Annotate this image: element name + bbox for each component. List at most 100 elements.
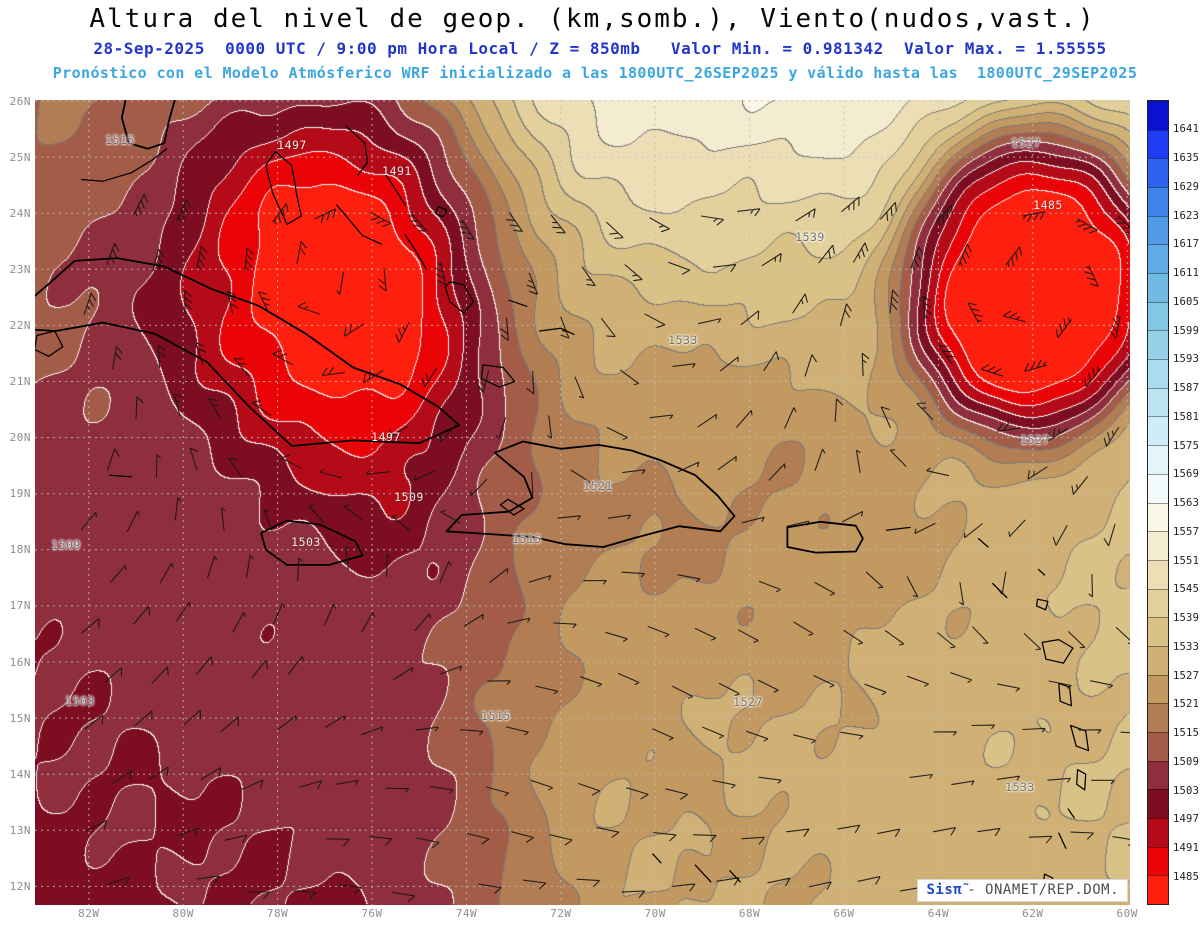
colorbar-segment (1148, 559, 1168, 590)
colorbar-segment (1148, 760, 1168, 790)
colorbar-segment (1148, 273, 1168, 303)
branding-badge: Sisπ̃ - ONAMET/REP.DOM. (917, 879, 1128, 902)
lat-axis-label: 15N (9, 711, 31, 725)
colorbar-segment (1148, 617, 1168, 647)
colorbar-tick-label: 1485 (1173, 870, 1200, 883)
colorbar-segment (1148, 244, 1168, 274)
colorbar-segment (1148, 301, 1168, 331)
coastline-st-lucia (1076, 769, 1087, 791)
colorbar-segment (1148, 215, 1168, 245)
coastline-crooked-acklins (444, 280, 475, 314)
coastline-martinique (1069, 724, 1090, 752)
lat-axis-label: 13N (9, 823, 31, 837)
coastline-antigua (1035, 598, 1049, 611)
colorbar-tick-label: 1617 (1173, 238, 1200, 251)
colorbar-tick-label: 1569 (1173, 468, 1200, 481)
colorbar-tick-label: 1515 (1173, 727, 1200, 739)
coastline-long-island (404, 233, 427, 270)
coastline-mayaguana (508, 299, 528, 307)
coastline-dominica (1058, 682, 1073, 707)
colorbar-tick-label: 1623 (1173, 209, 1200, 222)
lat-axis-label: 14N (9, 767, 31, 781)
lon-axis-label: 72W (550, 907, 572, 920)
coastline-inagua (480, 364, 516, 388)
coastline-florida (120, 100, 176, 150)
branding-app-name: Sisπ̃ (926, 882, 963, 898)
colorbar-segment (1148, 502, 1168, 532)
geopotential-shading-canvas (35, 100, 1130, 905)
colorbar-tick-label: 1629 (1173, 180, 1200, 193)
colorbar-tick-label: 1557 (1173, 525, 1200, 538)
coastline-eleuthera (345, 125, 368, 176)
colorbar-tick-label: 1611 (1173, 267, 1200, 279)
colorbar-tick-label: 1551 (1173, 554, 1200, 567)
lat-axis-label: 20N (9, 431, 31, 445)
colorbar-tick-label: 1521 (1173, 698, 1200, 711)
coastline-jamaica (260, 519, 364, 566)
branding-org-name: - ONAMET/REP.DOM. (967, 882, 1119, 898)
lon-axis-label: 66W (833, 907, 855, 920)
colorbar-segment (1148, 674, 1168, 704)
coastline-hispaniola (445, 440, 736, 548)
lon-axis-label: 64W (927, 907, 950, 920)
lat-axis-label: 16N (9, 655, 31, 669)
colorbar-tick-label: 1503 (1173, 784, 1200, 797)
lon-axis-label: 68W (738, 907, 761, 920)
colorbar-segment (1148, 187, 1168, 217)
map-area: 1515 1497 1491 1527 1539 1485 1533 1527 1497 1509… (35, 100, 1130, 905)
coastline-andros (265, 150, 302, 226)
colorbar-segment (1148, 731, 1168, 762)
colorbar-tick-label: 1509 (1173, 755, 1200, 768)
coastline-puerto-rico (786, 520, 864, 554)
coastline-virgin-islands (885, 526, 911, 531)
coastline-cat-island (385, 174, 406, 206)
colorbar-segment (1148, 789, 1168, 819)
coastline-san-salvador (435, 205, 448, 218)
colorbar-tick-label: 1641 (1173, 123, 1200, 136)
coastline-st-vincent (1067, 808, 1075, 819)
coastline-guadeloupe (1041, 638, 1074, 664)
lon-axis-label: 62W (1022, 907, 1044, 920)
colorbar-tick-label: 1539 (1173, 612, 1200, 624)
colorbar (1147, 100, 1169, 905)
colorbar-tick-label: 1581 (1173, 410, 1200, 423)
lon-axis-label: 78W (266, 907, 289, 920)
lat-axis-label: 21N (9, 375, 31, 388)
colorbar-segment (1148, 588, 1168, 618)
colorbar-segment (1148, 473, 1168, 503)
map-overlay-svg (35, 100, 1130, 905)
coastline-grenadines (1058, 832, 1067, 849)
colorbar-tick-label: 1563 (1173, 497, 1200, 509)
colorbar-tick-label: 1635 (1173, 152, 1200, 164)
colorbar-tick-label: 1533 (1173, 640, 1200, 653)
lon-axis-label: 82W (78, 907, 100, 920)
colorbar-segment (1148, 129, 1168, 159)
colorbar-segment (1148, 416, 1168, 446)
coastlines (35, 100, 1090, 889)
colorbar-segment (1148, 330, 1168, 360)
lat-axis-label: 25N (9, 150, 31, 164)
colorbar-segment (1148, 531, 1168, 561)
coastline-barbuda (1037, 568, 1046, 576)
colorbar-segment (1148, 703, 1168, 733)
coastline-exuma (335, 204, 383, 245)
coastline-bonaire (729, 870, 741, 883)
colorbar-segment (1148, 817, 1168, 848)
gridlines (35, 100, 1130, 905)
lat-axis-label: 17N (9, 599, 31, 613)
page-title: Altura del nivel de geop. (km,somb.), Vi… (89, 4, 1096, 34)
coastline-cayman (109, 474, 132, 478)
lon-axis-label: 70W (644, 907, 666, 920)
colorbar-tick-label: 1575 (1173, 439, 1200, 452)
coastline-florida-keys (81, 148, 168, 182)
lat-axis-label: 12N (9, 879, 31, 893)
colorbar-segment (1148, 445, 1168, 475)
colorbar-tick-label: 1497 (1173, 813, 1200, 826)
colorbar-tick-label: 1527 (1173, 669, 1200, 682)
subtitle-model-info: Pronóstico con el Modelo Atmósferico WRF… (52, 64, 1138, 82)
colorbar-segment (1148, 101, 1168, 131)
lat-axis-label: 23N (9, 262, 31, 276)
colorbar-segment (1148, 875, 1168, 905)
coastline-st-martin (977, 537, 989, 548)
